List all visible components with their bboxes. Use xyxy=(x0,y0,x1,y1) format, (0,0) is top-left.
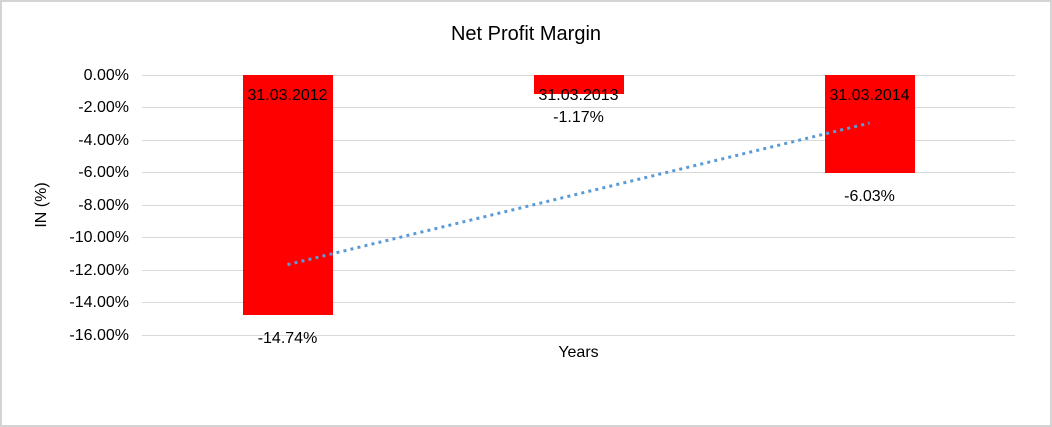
gridline xyxy=(142,172,1015,173)
trendline-segment xyxy=(287,121,870,267)
category-label: 31.03.2014 xyxy=(829,87,910,104)
y-axis-tick-label: -10.00% xyxy=(69,229,129,246)
y-axis-tick-label: -16.00% xyxy=(69,326,129,344)
y-axis-tick-label: 0.00% xyxy=(83,66,129,84)
trendline xyxy=(287,121,870,267)
gridline xyxy=(142,107,1015,108)
chart-title: Net Profit Margin xyxy=(450,23,602,45)
gridline xyxy=(142,334,1015,336)
y-axis-tick-label: -2.00% xyxy=(78,99,129,116)
gridline xyxy=(142,302,1015,303)
gridline xyxy=(142,237,1015,238)
x-axis-title: Years xyxy=(558,344,599,361)
gridline xyxy=(142,204,1015,206)
y-axis-tick-label: -6.00% xyxy=(78,164,129,181)
gridline xyxy=(142,139,1015,141)
category-label: 31.03.2013 xyxy=(538,87,619,104)
y-axis-tick-label: -12.00% xyxy=(69,261,129,279)
bar-31.03.2012 xyxy=(242,75,333,315)
y-axis-tick-label: -14.00% xyxy=(69,294,129,311)
bar-31.03.2013 xyxy=(533,75,624,94)
y-axis-tick-label: -4.00% xyxy=(78,131,129,149)
value-label: -1.17% xyxy=(553,109,604,126)
y-axis-tick-label: -8.00% xyxy=(78,196,129,214)
value-label: -6.03% xyxy=(844,187,895,205)
gridline xyxy=(142,269,1015,271)
category-label: 31.03.2012 xyxy=(247,87,328,104)
value-label: -14.74% xyxy=(257,329,318,347)
